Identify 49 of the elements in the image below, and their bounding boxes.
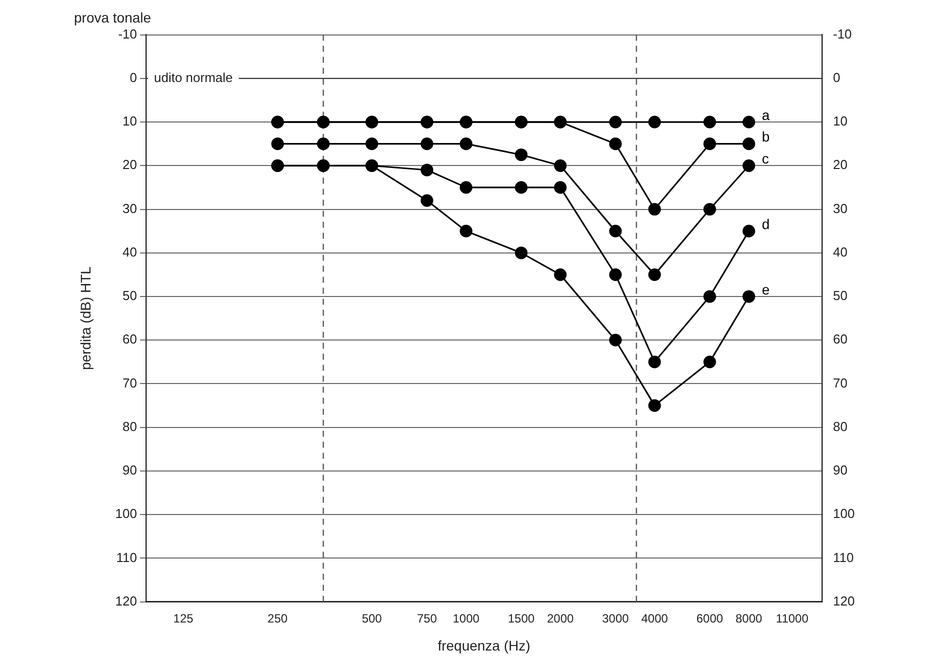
- series-label: a: [762, 106, 770, 123]
- y-tick-label: 30: [122, 200, 137, 216]
- x-tick-label: 3000: [602, 611, 630, 626]
- y2-tick-label: -10: [833, 26, 852, 42]
- y-tick-label: 50: [122, 288, 137, 304]
- y-tick-label: 10: [122, 114, 137, 129]
- y2-tick-label: 30: [833, 200, 848, 216]
- x-tick-label: 125: [173, 611, 194, 626]
- y-tick-label: 90: [122, 462, 137, 478]
- y-tick-label: -10: [118, 26, 137, 42]
- x-tick-label: 250: [268, 611, 288, 626]
- y2-tick-label: 80: [833, 418, 848, 434]
- x-tick-label: 500: [362, 611, 382, 626]
- series-label: d: [762, 216, 770, 232]
- y-tick-label: 120: [115, 593, 137, 608]
- x-tick-label: 1500: [508, 611, 535, 626]
- y-tick-label: 100: [115, 506, 137, 522]
- y-tick-label: 40: [122, 244, 137, 260]
- series-label: c: [762, 150, 769, 167]
- x-tick-label: 11000: [776, 611, 809, 626]
- x-tick-label: 1000: [452, 611, 480, 626]
- y2-tick-label: 70: [833, 375, 848, 390]
- y2-tick-label: 120: [833, 593, 855, 608]
- y-tick-label: 60: [122, 332, 137, 347]
- y-axis-title: perdita (dB) HTL: [77, 266, 94, 370]
- y2-tick-label: 100: [833, 506, 855, 522]
- y2-tick-label: 50: [833, 288, 848, 304]
- y2-tick-label: 10: [833, 114, 848, 129]
- y2-tick-label: 20: [833, 157, 848, 172]
- y-tick-label: 0: [130, 70, 137, 85]
- x-tick-label: 750: [416, 611, 438, 626]
- y-tick-label: 20: [122, 157, 137, 172]
- x-tick-label: 6000: [696, 611, 724, 626]
- y2-tick-label: 110: [833, 550, 854, 565]
- y-tick-label: 110: [116, 550, 137, 565]
- y2-tick-label: 60: [833, 332, 848, 347]
- series-label: b: [762, 128, 770, 145]
- x-axis-title: frequenza (Hz): [438, 637, 530, 654]
- series-label: e: [762, 281, 770, 298]
- x-tick-label: 2000: [546, 611, 574, 626]
- y2-tick-label: 0: [833, 70, 840, 85]
- y2-tick-label: 40: [833, 244, 848, 260]
- y2-tick-label: 90: [833, 462, 848, 478]
- chart-title: prova tonale: [74, 9, 152, 26]
- x-tick-label: 8000: [735, 611, 763, 626]
- y-tick-label: 70: [122, 375, 137, 390]
- x-tick-label: 4000: [641, 611, 668, 626]
- ref-line-label: udito normale: [154, 70, 233, 85]
- y-tick-label: 80: [122, 418, 137, 434]
